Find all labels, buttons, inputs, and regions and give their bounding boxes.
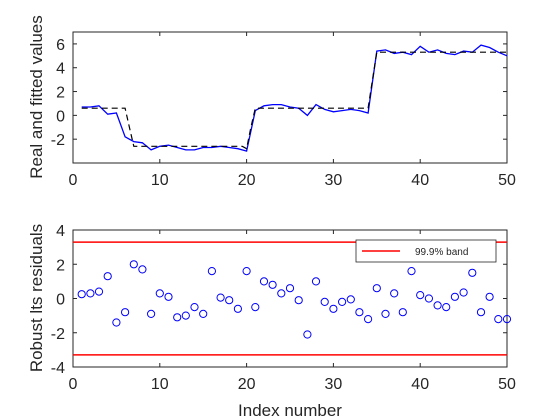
residual-point (190, 303, 199, 312)
bottom-x-tick-label: 50 (498, 376, 516, 393)
residual-point (494, 315, 503, 324)
legend-box (355, 239, 497, 263)
bottom-x-axis-label: Index number (238, 401, 342, 420)
residual-point (259, 277, 269, 286)
residual-point (164, 292, 173, 301)
bottom-x-tick-label: 10 (151, 376, 169, 393)
residual-point (173, 313, 182, 322)
residual-point (77, 290, 86, 299)
residual-point (112, 318, 121, 327)
top-y-tick-label: 4 (56, 61, 65, 78)
residual-point (442, 303, 451, 312)
residual-point (268, 280, 277, 289)
bottom-y-tick-label: 2 (56, 257, 65, 274)
top-y-axis-label: Real and fitted values (27, 15, 46, 179)
residual-point (398, 308, 407, 317)
bottom-x-tick-label: 0 (69, 376, 78, 393)
legend-band-label: 99.9% band (415, 247, 468, 258)
residual-point (468, 268, 477, 277)
residual-point (476, 308, 486, 317)
top-x-tick-label: 0 (69, 172, 78, 189)
top-y-tick-label: 6 (56, 37, 65, 54)
residual-point (94, 287, 104, 296)
residual-point (294, 296, 303, 305)
bottom-series (73, 241, 512, 356)
top-x-tick-label: 50 (498, 172, 516, 189)
bottom-x-tick-label: 40 (411, 376, 429, 393)
residual-point (251, 303, 260, 312)
residual-point (372, 284, 381, 293)
bottom-y-axis-label: Robust lts residuals (27, 224, 46, 372)
top-x-tick-label: 20 (238, 172, 256, 189)
residual-point (277, 289, 286, 298)
residual-point (138, 265, 147, 274)
residual-point (329, 304, 338, 313)
residual-point (424, 294, 433, 303)
top-series (81, 44, 508, 152)
bottom-y-tick-label: 0 (56, 292, 65, 309)
residual-point (381, 309, 390, 318)
bottom-y-tick-label: 4 (56, 223, 65, 240)
real-values-line (81, 44, 508, 152)
bottom-y-tick-label: -2 (51, 326, 65, 343)
fitted-values-line (81, 51, 507, 150)
residual-point (285, 284, 295, 293)
residual-point (346, 295, 355, 304)
residual-point (242, 267, 251, 276)
residual-point (433, 301, 442, 310)
residual-point (129, 260, 138, 269)
residual-point (147, 309, 156, 318)
top-y-tick-label: 0 (56, 108, 65, 125)
bottom-y-tick-label: -4 (51, 360, 65, 377)
residual-point (355, 308, 364, 317)
residual-point (225, 296, 234, 305)
residual-point (338, 297, 347, 306)
top-ticks: 0 10 20 30 40 50 -2 0 2 4 6 (51, 32, 516, 189)
residual-point (155, 289, 164, 298)
residual-point (303, 330, 312, 339)
top-y-tick-label: -2 (51, 132, 65, 149)
residual-point (103, 272, 112, 281)
residual-point (199, 309, 208, 318)
legend: 99.9% band (355, 239, 497, 263)
residual-point (390, 289, 399, 298)
top-y-tick-label: 2 (56, 85, 65, 102)
residual-point (459, 288, 468, 297)
top-x-tick-label: 40 (411, 172, 429, 189)
residual-point (233, 304, 242, 313)
residual-point (450, 292, 459, 301)
bottom-axes: 0 10 20 30 40 50 -4 -2 0 2 4 99.9% band Robust lts… (27, 223, 516, 420)
residual-point (121, 308, 130, 317)
top-axes-box (72, 31, 508, 164)
residual-point (216, 293, 225, 302)
top-axes: 0 10 20 30 40 50 -2 0 2 4 6 Real and fitted values (27, 15, 516, 189)
bottom-x-tick-label: 20 (238, 376, 256, 393)
residual-point (485, 292, 494, 301)
residual-point (407, 267, 416, 276)
bottom-ticks: 0 10 20 30 40 50 -4 -2 0 2 4 (51, 223, 516, 393)
residual-point (416, 291, 425, 300)
residual-point (181, 311, 190, 320)
residual-point (364, 315, 373, 324)
residual-point (207, 267, 216, 276)
residual-point (320, 297, 329, 306)
bottom-x-tick-label: 30 (325, 376, 343, 393)
residual-point (86, 289, 95, 298)
top-x-tick-label: 30 (325, 172, 343, 189)
residual-point (311, 277, 321, 286)
residual-point (502, 315, 512, 324)
top-x-tick-label: 10 (151, 172, 169, 189)
